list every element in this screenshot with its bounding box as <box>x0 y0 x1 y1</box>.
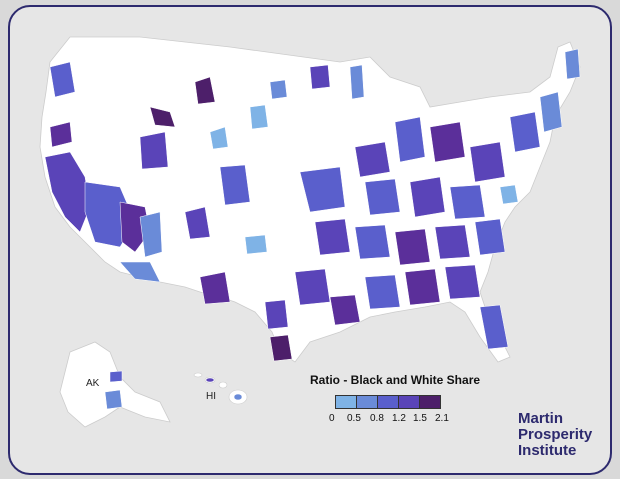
metro-region <box>539 91 563 133</box>
metro-region <box>434 224 471 260</box>
metro-region <box>354 141 391 178</box>
metro-region <box>194 76 216 105</box>
legend-tick: 1.5 <box>413 413 427 424</box>
legend-title: Ratio - Black and White Share <box>310 373 481 387</box>
metro-region <box>184 206 211 240</box>
legend-swatch <box>357 396 378 408</box>
metro-region <box>49 61 76 98</box>
metro-region <box>509 111 541 153</box>
metro-region <box>349 64 365 100</box>
metro-region <box>394 228 431 266</box>
brand-line: Prosperity <box>518 426 593 443</box>
metro-region <box>139 211 163 258</box>
legend-tick: 2.1 <box>435 413 449 424</box>
metro-region <box>329 294 361 326</box>
metro-region <box>449 184 486 220</box>
metro-region <box>404 268 441 306</box>
metro-region <box>444 264 481 300</box>
brand-logo: Martin Prosperity Institute <box>518 411 592 459</box>
metro-region <box>209 126 229 150</box>
legend-swatch <box>336 396 357 408</box>
metro-region <box>364 178 401 216</box>
metro-region <box>479 304 509 350</box>
metro-region <box>314 218 351 256</box>
legend-swatch <box>399 396 420 408</box>
brand-line: Institute <box>518 442 577 459</box>
legend-tick-labels: 0 0.5 0.8 1.2 1.5 2.1 <box>329 413 479 427</box>
legend-swatch <box>378 396 399 408</box>
metro-region <box>139 131 169 170</box>
metro-region <box>109 370 123 383</box>
metro-region <box>474 218 506 256</box>
metro-region <box>205 377 215 383</box>
metro-region <box>49 121 73 148</box>
metro-region <box>429 121 466 163</box>
metro-region <box>119 201 151 253</box>
metro-region <box>249 104 269 130</box>
alaska-label: AK <box>86 378 100 389</box>
legend-swatch <box>420 396 440 408</box>
metro-region <box>299 166 346 213</box>
metro-region <box>264 299 289 330</box>
metro-region <box>199 271 231 305</box>
metro-region <box>394 116 426 163</box>
metro-region <box>469 141 506 183</box>
metro-region <box>244 234 268 255</box>
metro-region <box>149 106 176 128</box>
metro-region <box>409 176 446 218</box>
us-choropleth-map <box>39 36 581 428</box>
metro-region <box>104 389 123 410</box>
metro-region <box>309 64 331 90</box>
metro-region <box>354 224 391 260</box>
legend-tick: 0 <box>329 413 335 424</box>
metro-region <box>269 334 293 362</box>
legend-tick: 0.8 <box>370 413 384 424</box>
hawaii-label: HI <box>206 391 216 402</box>
metro-region <box>499 184 519 205</box>
legend-color-bar <box>335 395 441 409</box>
metro-regions <box>44 48 581 410</box>
map-frame: AK HI Ratio - Black and White Share 0 0.… <box>8 5 612 475</box>
legend-tick: 0.5 <box>347 413 361 424</box>
metro-region <box>294 268 331 306</box>
legend-tick: 1.2 <box>392 413 406 424</box>
metro-region <box>564 48 581 80</box>
brand-line: Martin <box>518 410 563 427</box>
metro-region <box>219 164 251 206</box>
metro-region <box>44 151 91 233</box>
metro-region <box>119 261 161 283</box>
metro-region <box>364 274 401 310</box>
alaska-shape <box>59 341 171 428</box>
metro-region <box>233 393 243 401</box>
metro-region <box>269 79 288 100</box>
